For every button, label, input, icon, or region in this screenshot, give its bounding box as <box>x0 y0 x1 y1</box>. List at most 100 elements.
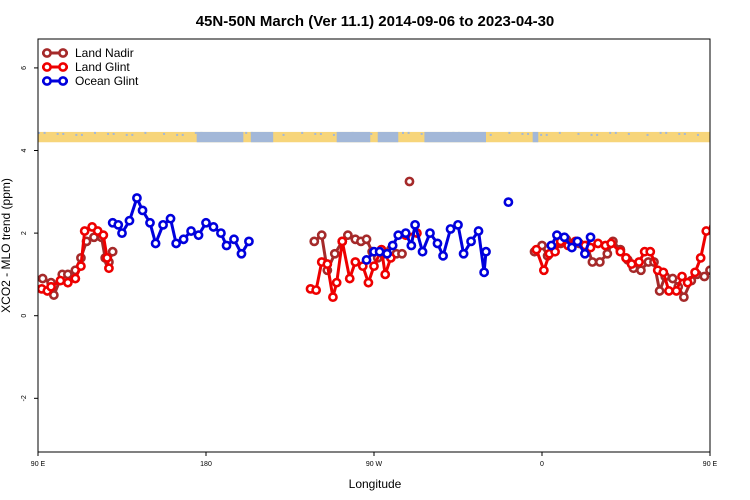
data-point-ocean-glint <box>466 236 476 247</box>
data-point-ocean-glint <box>473 226 484 236</box>
ocean-speck <box>107 132 110 135</box>
data-point-land-glint <box>363 277 374 288</box>
chart-title: 45N-50N March (Ver 11.1) 2014-09-06 to 2… <box>196 13 555 30</box>
data-point-ocean-glint <box>113 219 124 230</box>
data-point-land-glint <box>104 263 114 274</box>
data-point-ocean-glint <box>453 219 463 230</box>
data-point-ocean-glint <box>132 193 142 203</box>
data-point-land-glint <box>98 230 109 241</box>
ocean-band <box>532 131 539 143</box>
ocean-speck <box>314 132 317 135</box>
data-point-land-glint <box>708 223 710 231</box>
data-point-land-nadir <box>667 273 678 284</box>
legend-marker <box>58 48 68 58</box>
data-point-ocean-glint <box>382 248 392 259</box>
data-point-land-nadir <box>705 265 710 276</box>
data-point-land-glint <box>731 265 738 272</box>
data-point-ocean-glint <box>406 240 417 251</box>
data-point-ocean-glint <box>216 228 226 239</box>
data-point-land-nadir <box>329 248 340 259</box>
data-point-land-glint <box>350 257 361 267</box>
data-point-land-glint <box>331 277 342 288</box>
data-point-land-glint <box>369 261 379 272</box>
data-point-land-nadir <box>654 286 665 296</box>
data-point-land-glint <box>322 259 333 269</box>
ocean-speck <box>112 132 115 135</box>
data-point-ocean-glint <box>387 240 398 251</box>
ocean-speck <box>232 133 235 136</box>
ocean-speck <box>439 133 442 136</box>
ocean-speck <box>508 131 511 134</box>
data-point-land-glint <box>344 273 355 284</box>
data-point-land-glint <box>727 256 734 263</box>
ocean-speck <box>614 131 617 134</box>
ocean-band <box>377 131 399 143</box>
ocean-speck <box>131 133 134 136</box>
legend-marker <box>42 62 52 72</box>
data-point-land-glint <box>46 281 56 292</box>
data-point-land-glint <box>677 271 687 282</box>
data-point-ocean-glint <box>158 219 168 230</box>
data-point-land-nadir <box>48 290 59 300</box>
ocean-speck <box>370 132 373 135</box>
data-point-ocean-glint <box>503 197 514 208</box>
ocean-speck <box>43 131 46 134</box>
data-point-land-glint <box>723 232 730 239</box>
data-point-ocean-glint <box>208 222 219 232</box>
data-point-land-glint <box>682 277 693 288</box>
data-point-land-nadir <box>714 254 721 261</box>
data-point-ocean-glint <box>171 238 182 249</box>
ocean-speck <box>521 132 524 135</box>
ocean-speck <box>388 133 391 136</box>
data-point-ocean-glint <box>458 248 469 259</box>
data-point-land-nadir <box>397 248 407 259</box>
data-point-land-glint <box>328 292 338 303</box>
data-point-land-glint <box>70 273 81 284</box>
ocean-speck <box>282 133 285 136</box>
ocean-speck <box>420 132 423 135</box>
ocean-band <box>424 131 486 143</box>
data-point-land-glint <box>102 252 112 263</box>
ocean-speck <box>301 131 304 134</box>
ocean-speck <box>476 132 479 135</box>
ocean-speck <box>383 133 386 136</box>
data-point-ocean-glint <box>165 213 176 224</box>
data-point-land-glint <box>531 244 542 255</box>
land-band <box>38 131 710 143</box>
ocean-speck <box>609 131 612 134</box>
data-point-land-nadir <box>736 232 743 239</box>
data-point-ocean-glint <box>145 217 155 228</box>
data-point-ocean-glint <box>716 219 723 226</box>
data-point-land-glint <box>615 246 626 257</box>
data-point-land-nadir <box>594 257 605 267</box>
data-point-land-glint <box>380 269 391 280</box>
data-point-land-glint <box>79 226 90 236</box>
data-point-ocean-glint <box>580 248 590 259</box>
data-point-ocean-glint <box>552 230 562 241</box>
data-point-land-glint <box>538 265 549 276</box>
data-point-ocean-glint <box>374 246 385 257</box>
ocean-speck <box>627 132 630 135</box>
legend-marker <box>58 76 68 86</box>
ocean-speck <box>540 133 543 136</box>
data-point-ocean-glint <box>150 238 161 249</box>
data-point-ocean-glint <box>236 248 247 259</box>
ocean-speck <box>471 132 474 135</box>
ocean-speck <box>590 133 593 136</box>
x-tick-label: 180 <box>200 461 212 468</box>
data-point-land-glint <box>645 246 656 257</box>
data-point-land-nadir <box>62 269 73 280</box>
x-tick-label: 90 E <box>31 461 46 468</box>
data-point-ocean-glint <box>559 232 570 243</box>
data-point-ocean-glint <box>410 219 420 230</box>
data-point-land-glint <box>690 267 700 278</box>
data-point-ocean-glint <box>438 250 448 261</box>
data-point-land-glint <box>626 259 637 269</box>
ocean-band <box>196 131 244 143</box>
legend-item-ocean-glint: Ocean Glint <box>42 74 139 88</box>
data-point-land-nadir <box>729 232 736 239</box>
data-point-land-glint <box>76 261 86 272</box>
ocean-speck <box>94 131 96 134</box>
ocean-speck <box>678 132 681 135</box>
